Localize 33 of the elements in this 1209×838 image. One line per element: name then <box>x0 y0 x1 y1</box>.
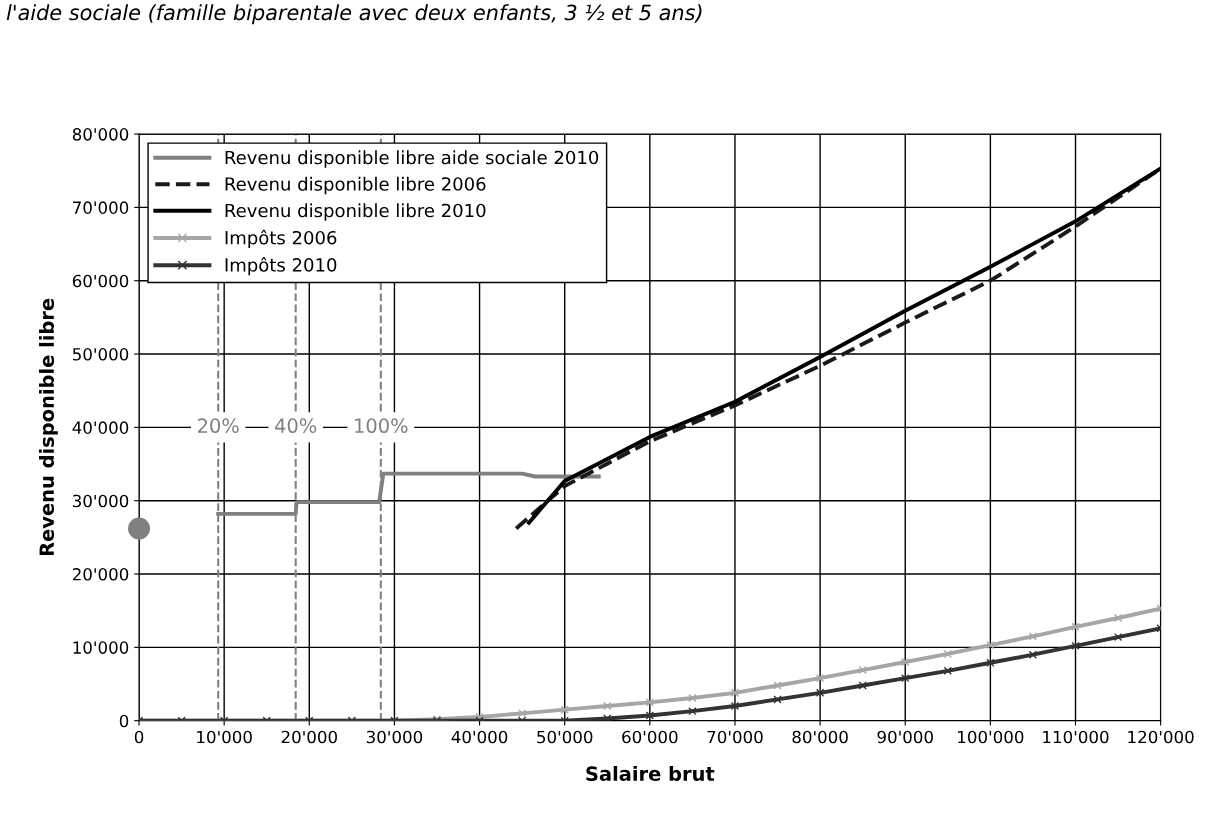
annotation: 100% <box>355 418 408 434</box>
y-tick-label: 70'000 <box>73 201 129 214</box>
x-axis-title: Salaire brut <box>586 765 715 782</box>
x-tick-label: 40'000 <box>451 730 508 744</box>
y-tick-label: 40'000 <box>72 421 129 434</box>
x-tick-label: 120'000 <box>1128 730 1194 744</box>
legend-label: Impôts 2006 <box>225 229 337 249</box>
x-tick-label: 80'000 <box>792 730 848 744</box>
chart-title: l'aide sociale (famille biparentale avec deux enfants, 3 ½ et 5 ans) <box>6 4 702 25</box>
y-tick-label: 80'000 <box>72 128 129 141</box>
legend-label: Revenu disponible libre 2006 <box>225 176 486 195</box>
x-tick-label: 70'000 <box>707 730 763 744</box>
annotation: 40% <box>275 418 317 434</box>
y-tick-label: 20'000 <box>72 567 129 581</box>
legend-label: Revenu disponible libre 2010 <box>225 203 486 221</box>
x-tick-label: 10'000 <box>197 730 252 744</box>
x-tick-label: 20'000 <box>281 730 337 744</box>
y-tick-label: 10'000 <box>73 641 129 654</box>
x-tick-label: 30'000 <box>366 730 423 744</box>
x-tick-label: 90'000 <box>877 730 933 744</box>
y-axis-title: Revenu disponible libre <box>39 298 58 556</box>
x-tick-label: 0 <box>134 730 144 744</box>
legend-label: Impôts 2010 <box>225 257 337 276</box>
x-tick-label: 100'000 <box>958 730 1024 744</box>
legend-label: Revenu disponible libre aide sociale 2010 <box>225 150 599 168</box>
y-tick-label: 50'000 <box>73 348 129 361</box>
y-tick-label: 0 <box>119 714 129 728</box>
y-tick-label: 30'000 <box>72 494 129 508</box>
x-tick-label: 110'000 <box>1043 730 1109 744</box>
x-tick-label: 50'000 <box>537 730 593 744</box>
annotation: 20% <box>198 418 239 434</box>
y-tick-label: 60'000 <box>72 274 129 288</box>
x-tick-label: 60'000 <box>622 730 678 744</box>
